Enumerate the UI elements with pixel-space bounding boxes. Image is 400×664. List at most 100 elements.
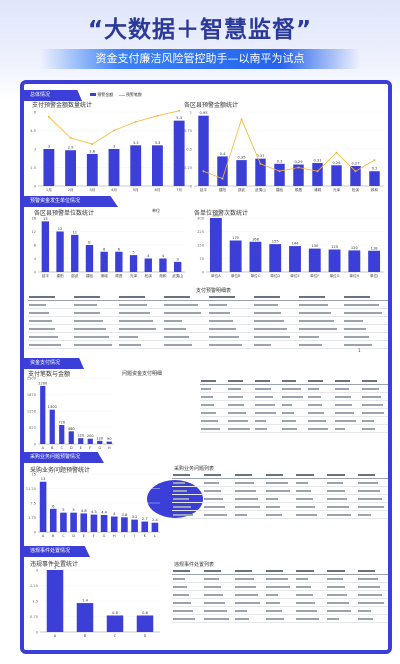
table-row[interactable]	[172, 510, 388, 519]
table-row[interactable]	[172, 590, 388, 599]
table-cell	[264, 502, 296, 511]
y-tick-label: 2.25	[30, 584, 38, 588]
table-cell	[28, 316, 73, 325]
table-row[interactable]	[200, 392, 388, 401]
bar	[46, 570, 64, 632]
line-point	[316, 170, 319, 173]
x-tick-label: 武夷山	[255, 187, 266, 192]
section-label-violations: 违规事件处置情况	[24, 546, 90, 557]
table-row[interactable]	[28, 340, 388, 349]
table-row[interactable]	[200, 400, 388, 409]
bar	[217, 156, 228, 186]
table-row[interactable]	[28, 324, 388, 333]
x-tick-label: H	[113, 534, 116, 538]
table-cell	[200, 416, 227, 425]
x-tick-label: 6月	[154, 187, 160, 192]
table-cell	[73, 324, 118, 333]
bar-value-label: 4	[113, 512, 116, 516]
table-cell	[208, 332, 253, 341]
table-row[interactable]	[172, 494, 388, 503]
x-tick-label: 单位C	[251, 273, 261, 278]
table-row[interactable]	[172, 502, 388, 511]
table-row[interactable]	[172, 478, 388, 487]
table-cell	[200, 408, 227, 417]
table-row[interactable]	[28, 308, 388, 317]
table-cell	[208, 316, 253, 325]
table-cell	[253, 408, 281, 417]
table-row[interactable]	[200, 384, 388, 393]
bar-value-label: 4.4	[101, 510, 107, 514]
bar-value-label: 2.4	[152, 518, 158, 522]
bar-value-label: 5	[62, 508, 64, 512]
x-tick-label: C	[60, 446, 63, 450]
table-cell	[73, 332, 118, 341]
table-header-cell	[253, 294, 298, 301]
table-cell	[202, 598, 234, 607]
chart-procurement: 0 3.75 7.5 11.25 15 13 A 6 B 5 C 5 D 4.8 E 4.5 F 4.4 G 4 H 3.…	[26, 473, 160, 538]
bar	[40, 385, 46, 444]
table-row[interactable]	[28, 300, 388, 309]
table-cell	[307, 400, 335, 409]
table-cell	[326, 494, 358, 503]
table-cell	[233, 614, 265, 623]
table-cell	[295, 582, 327, 591]
bar-value-label: 0.2	[372, 167, 378, 171]
table-cell	[233, 486, 265, 495]
table-cell	[172, 494, 203, 503]
x-tick-label: J	[133, 534, 135, 538]
bar-value-label: 0.8	[142, 611, 148, 615]
bar	[71, 234, 79, 272]
bar	[110, 516, 118, 532]
chart-violations: 0 0.75 1.5 2.25 3 3 A 1.4 B 0.8 C 0.8 D	[30, 566, 160, 638]
table-cell	[200, 392, 227, 401]
line-point	[134, 120, 137, 123]
bar	[56, 231, 64, 272]
bar	[78, 438, 84, 444]
line-point	[297, 166, 300, 169]
bar-value-label: 200	[87, 434, 95, 438]
table-row[interactable]	[172, 598, 388, 607]
table-row[interactable]	[200, 416, 388, 425]
table-row[interactable]	[200, 424, 388, 433]
table-cell	[253, 340, 298, 349]
x-tick-label: B	[52, 534, 55, 538]
table-cell	[253, 400, 281, 409]
bar	[49, 409, 55, 444]
page-number[interactable]: 1	[358, 348, 361, 353]
table-cell	[253, 392, 281, 401]
y-tick-label: 11.25	[26, 487, 36, 491]
table-cell	[295, 606, 327, 615]
bar-value-label: 8	[88, 241, 91, 245]
line-point	[278, 170, 281, 173]
table-cell	[326, 478, 358, 487]
table-row[interactable]	[172, 614, 388, 623]
x-tick-label: F	[93, 534, 95, 538]
table-cell	[264, 598, 296, 607]
y-tick-label: 0	[190, 185, 193, 189]
table-cell	[118, 300, 163, 309]
table-row[interactable]	[28, 316, 388, 325]
table-cell	[208, 308, 253, 317]
bar	[350, 166, 361, 186]
table-row[interactable]	[200, 408, 388, 417]
y-tick-label: 0	[34, 185, 37, 189]
table-cell	[357, 606, 388, 615]
table-cell	[264, 614, 296, 623]
chart-caption: 各单位预警次数统计	[194, 210, 249, 217]
bar	[121, 517, 128, 532]
table-cell	[264, 574, 296, 583]
y-tick-label: 300	[197, 217, 205, 221]
table-cell	[298, 340, 343, 349]
table-row[interactable]	[172, 606, 388, 615]
table-row[interactable]	[172, 574, 388, 583]
x-tick-label: 单位F	[310, 273, 319, 278]
table-row[interactable]	[28, 332, 388, 341]
table-cell	[334, 416, 362, 425]
bar	[369, 171, 380, 186]
bar	[255, 158, 266, 186]
bar	[59, 424, 65, 444]
table-row[interactable]	[172, 582, 388, 591]
table-row[interactable]	[172, 486, 388, 495]
table-header-cell	[295, 472, 327, 479]
bar	[90, 514, 98, 532]
